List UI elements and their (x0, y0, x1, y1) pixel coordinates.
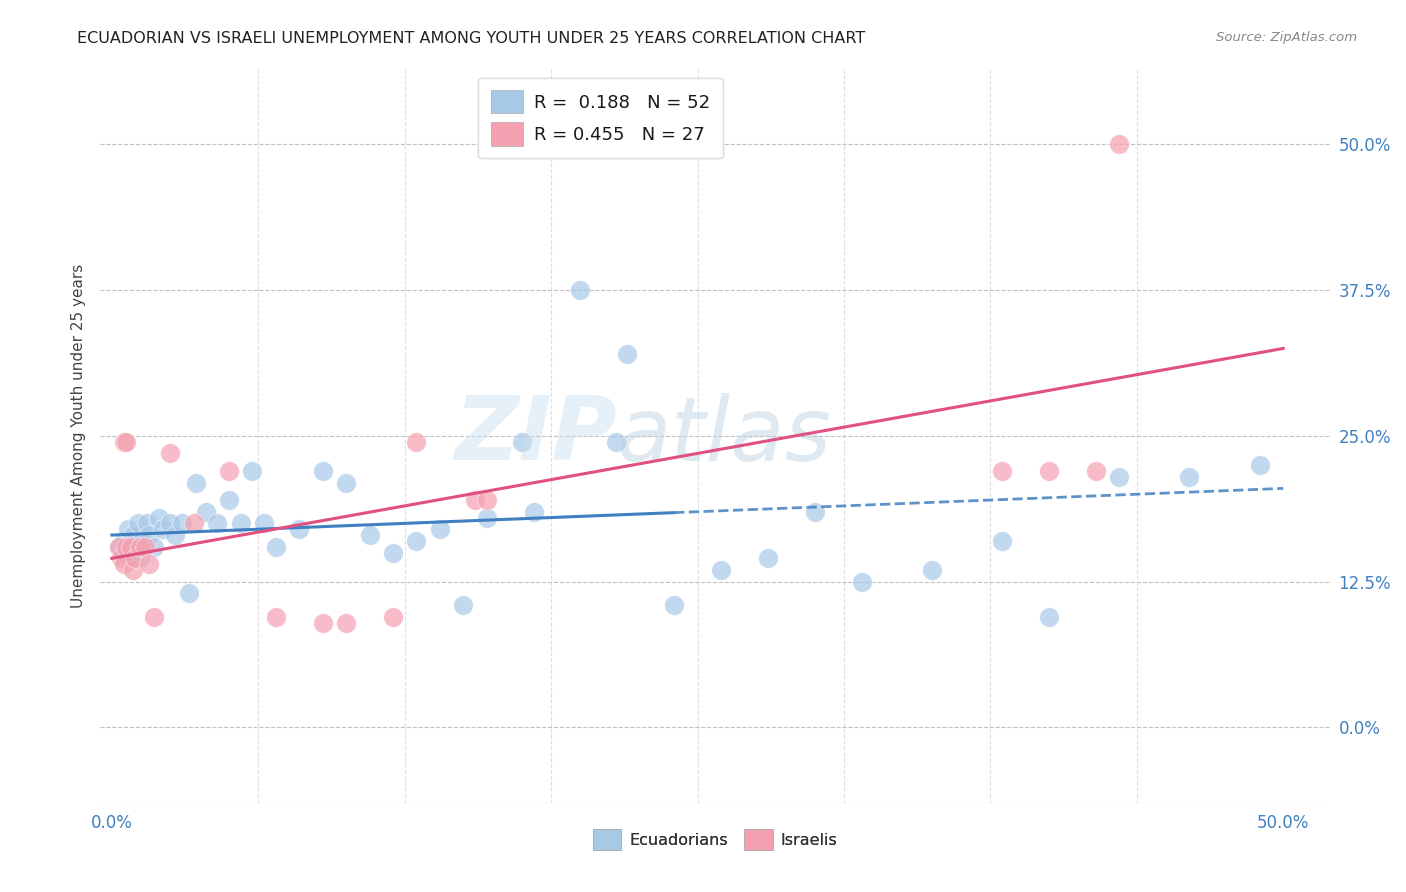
Point (1084, 464, 1107, 478)
Point (381, 545, 404, 559)
Point (991, 533, 1014, 548)
Point (159, 446, 181, 460)
Point (108, 540, 131, 554)
Point (129, 540, 152, 554)
Point (429, 522, 451, 536)
Point (1038, 464, 1060, 478)
Point (605, 434, 627, 449)
Point (405, 533, 427, 548)
Point (120, 540, 142, 554)
Point (662, 598, 685, 612)
Point (183, 516, 205, 531)
Text: ECUADORIAN VS ISRAELI UNEMPLOYMENT AMONG YOUTH UNDER 25 YEARS CORRELATION CHART: ECUADORIAN VS ISRAELI UNEMPLOYMENT AMONG… (77, 31, 866, 46)
Text: ZIP: ZIP (454, 392, 617, 479)
Y-axis label: Unemployment Among Youth under 25 years: Unemployment Among Youth under 25 years (72, 264, 86, 608)
Text: Source: ZipAtlas.com: Source: ZipAtlas.com (1216, 31, 1357, 45)
Point (152, 522, 174, 536)
Point (186, 475, 208, 490)
Point (159, 516, 181, 531)
Point (1108, 469, 1130, 483)
Point (405, 434, 427, 449)
Point (475, 493, 498, 508)
Point (127, 516, 149, 531)
Point (1178, 469, 1201, 483)
Point (475, 510, 498, 524)
Point (110, 551, 132, 566)
Point (124, 551, 146, 566)
Point (264, 540, 287, 554)
Point (218, 493, 240, 508)
Point (851, 574, 873, 589)
Point (207, 516, 229, 531)
Point (124, 545, 146, 559)
Point (194, 505, 217, 519)
Point (122, 563, 145, 577)
Point (569, 283, 592, 297)
Point (1249, 458, 1271, 472)
Point (335, 615, 357, 630)
Point (1038, 609, 1060, 624)
Point (148, 510, 170, 524)
Point (122, 528, 145, 542)
Point (229, 516, 252, 531)
Text: atlas: atlas (617, 392, 831, 479)
Point (288, 522, 311, 536)
Point (710, 563, 733, 577)
Point (803, 505, 825, 519)
Point (112, 434, 135, 449)
Point (991, 464, 1014, 478)
Point (131, 533, 153, 548)
Point (510, 434, 533, 449)
Point (616, 347, 638, 361)
Point (218, 464, 240, 478)
Point (381, 609, 404, 624)
Point (921, 563, 943, 577)
Point (464, 493, 486, 508)
Point (179, 586, 201, 600)
Point (138, 528, 160, 542)
Point (522, 505, 544, 519)
Point (115, 540, 138, 554)
Point (335, 475, 357, 490)
Point (264, 609, 287, 624)
Point (120, 540, 142, 554)
Point (115, 545, 138, 559)
Point (253, 516, 276, 531)
Point (756, 551, 779, 566)
Point (1108, 137, 1130, 152)
Point (134, 540, 156, 554)
Point (242, 464, 264, 478)
Point (143, 540, 166, 554)
Point (451, 598, 474, 612)
Point (129, 551, 152, 566)
Point (312, 615, 335, 630)
Point (143, 609, 166, 624)
Point (165, 528, 187, 542)
Point (138, 558, 160, 572)
Point (112, 533, 135, 548)
Point (312, 464, 335, 478)
Point (359, 528, 381, 542)
Point (112, 558, 135, 572)
Point (108, 540, 131, 554)
Point (117, 522, 139, 536)
Point (172, 516, 194, 531)
Point (115, 434, 138, 449)
Point (136, 516, 159, 531)
Legend: Ecuadorians, Israelis: Ecuadorians, Israelis (585, 822, 845, 858)
